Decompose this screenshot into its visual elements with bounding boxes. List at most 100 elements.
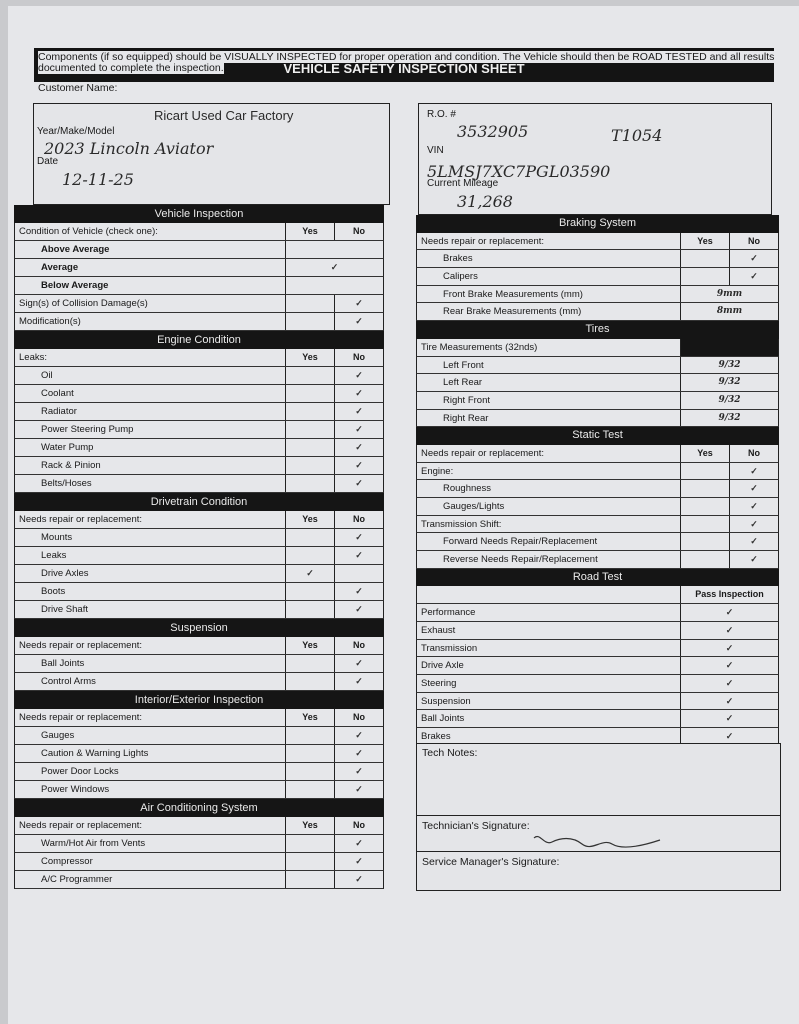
row-label: Below Average bbox=[41, 280, 109, 291]
section-header-suspension: Suspension bbox=[14, 619, 384, 637]
manager-signature-label: Service Manager's Signature: bbox=[422, 856, 560, 868]
technician-signature-box[interactable]: Technician's Signature: bbox=[416, 815, 781, 853]
row-label: Front Brake Measurements (mm) bbox=[443, 288, 583, 300]
no-checkbox[interactable]: ✓ bbox=[334, 781, 383, 798]
pass-checkbox[interactable]: ✓ bbox=[680, 639, 778, 657]
yes-checkbox[interactable]: ✓ bbox=[285, 565, 334, 582]
pass-checkbox[interactable]: ✓ bbox=[680, 621, 778, 639]
yes-checkbox[interactable] bbox=[285, 871, 334, 888]
yes-checkbox[interactable] bbox=[285, 421, 334, 438]
yes-checkbox[interactable] bbox=[285, 295, 334, 312]
measurement-value[interactable]: 9/32 bbox=[680, 374, 778, 391]
yes-checkbox[interactable] bbox=[285, 763, 334, 780]
no-checkbox[interactable]: ✓ bbox=[334, 583, 383, 600]
yes-checkbox[interactable] bbox=[285, 583, 334, 600]
no-checkbox[interactable]: ✓ bbox=[334, 421, 383, 438]
row-power-windows: Power Windows ✓ bbox=[14, 781, 384, 799]
yes-checkbox[interactable] bbox=[285, 835, 334, 852]
measurement-value[interactable]: 9mm bbox=[680, 285, 778, 303]
yes-checkbox[interactable] bbox=[680, 250, 729, 268]
measurement-value[interactable]: 9/32 bbox=[680, 391, 778, 409]
no-checkbox[interactable]: ✓ bbox=[729, 462, 778, 480]
no-checkbox[interactable]: ✓ bbox=[729, 551, 778, 568]
measurement-value[interactable]: 9/32 bbox=[680, 356, 778, 374]
no-checkbox[interactable]: ✓ bbox=[334, 673, 383, 690]
yes-checkbox[interactable] bbox=[285, 367, 334, 384]
yes-checkbox[interactable] bbox=[680, 533, 729, 551]
yes-checkbox[interactable] bbox=[285, 853, 334, 870]
yes-checkbox[interactable] bbox=[680, 268, 729, 285]
intro-line-2: documented to complete the inspection. bbox=[38, 62, 224, 74]
yes-checkbox[interactable] bbox=[285, 601, 334, 618]
no-checkbox[interactable]: ✓ bbox=[334, 763, 383, 780]
column-header-yes: Yes bbox=[680, 444, 729, 462]
no-checkbox[interactable]: ✓ bbox=[729, 515, 778, 533]
no-checkbox[interactable]: ✓ bbox=[334, 529, 383, 546]
no-checkbox[interactable]: ✓ bbox=[334, 727, 383, 744]
yes-checkbox[interactable] bbox=[680, 515, 729, 533]
yes-checkbox[interactable] bbox=[285, 439, 334, 456]
yes-checkbox[interactable] bbox=[680, 498, 729, 515]
column-header-row: Needs repair or replacement: Yes No bbox=[14, 511, 384, 529]
no-checkbox[interactable]: ✓ bbox=[334, 403, 383, 420]
no-checkbox[interactable]: ✓ bbox=[334, 655, 383, 672]
yes-checkbox[interactable] bbox=[285, 475, 334, 492]
no-checkbox[interactable]: ✓ bbox=[729, 480, 778, 497]
pass-checkbox[interactable]: ✓ bbox=[680, 674, 778, 692]
yes-checkbox[interactable] bbox=[680, 551, 729, 568]
row-label: Radiator bbox=[41, 406, 77, 417]
yes-checkbox[interactable] bbox=[285, 745, 334, 762]
yes-checkbox[interactable] bbox=[285, 727, 334, 744]
measurement-value[interactable]: 9/32 bbox=[680, 409, 778, 427]
yes-checkbox[interactable] bbox=[285, 385, 334, 402]
row-calipers: Calipers ✓ bbox=[416, 268, 779, 286]
pass-checkbox[interactable]: ✓ bbox=[680, 727, 778, 745]
no-checkbox[interactable]: ✓ bbox=[334, 457, 383, 474]
pass-checkbox[interactable]: ✓ bbox=[680, 710, 778, 727]
row-right-rear: Right Rear 9/32 bbox=[416, 409, 779, 428]
yes-checkbox[interactable] bbox=[680, 480, 729, 497]
no-checkbox[interactable]: ✓ bbox=[334, 439, 383, 456]
section-subheader: Needs repair or replacement: bbox=[421, 235, 545, 247]
no-checkbox[interactable]: ✓ bbox=[729, 533, 778, 551]
no-checkbox[interactable]: ✓ bbox=[729, 498, 778, 515]
no-checkbox[interactable]: ✓ bbox=[334, 547, 383, 564]
no-checkbox[interactable]: ✓ bbox=[334, 313, 383, 330]
manager-signature-box[interactable]: Service Manager's Signature: bbox=[416, 851, 781, 891]
no-checkbox[interactable]: ✓ bbox=[334, 295, 383, 312]
tech-notes-box[interactable]: Tech Notes: bbox=[416, 743, 781, 817]
no-checkbox[interactable] bbox=[334, 565, 383, 582]
yes-checkbox[interactable] bbox=[285, 673, 334, 690]
no-checkbox[interactable]: ✓ bbox=[334, 385, 383, 402]
no-checkbox[interactable]: ✓ bbox=[729, 268, 778, 285]
no-checkbox[interactable]: ✓ bbox=[334, 367, 383, 384]
no-checkbox[interactable]: ✓ bbox=[334, 745, 383, 762]
pass-checkbox[interactable]: ✓ bbox=[680, 692, 778, 710]
condition-checkbox[interactable] bbox=[285, 241, 383, 258]
row-label: Forward Needs Repair/Replacement bbox=[443, 536, 598, 548]
yes-checkbox[interactable] bbox=[285, 655, 334, 672]
no-checkbox[interactable]: ✓ bbox=[334, 601, 383, 618]
pass-checkbox[interactable]: ✓ bbox=[680, 657, 778, 674]
condition-checkbox[interactable]: ✓ bbox=[285, 259, 383, 276]
ymm-label: Year/Make/Model bbox=[37, 126, 115, 137]
no-checkbox[interactable]: ✓ bbox=[334, 871, 383, 888]
yes-checkbox[interactable] bbox=[285, 313, 334, 330]
no-checkbox[interactable]: ✓ bbox=[334, 475, 383, 492]
condition-checkbox[interactable] bbox=[285, 277, 383, 294]
yes-checkbox[interactable] bbox=[285, 403, 334, 420]
yes-checkbox[interactable] bbox=[680, 462, 729, 480]
no-checkbox[interactable]: ✓ bbox=[334, 835, 383, 852]
row-label: Engine: bbox=[421, 465, 454, 477]
yes-checkbox[interactable] bbox=[285, 457, 334, 474]
technician-signature-image bbox=[533, 836, 661, 848]
measurement-value[interactable]: 8mm bbox=[680, 303, 778, 321]
no-checkbox[interactable]: ✓ bbox=[334, 853, 383, 870]
no-checkbox[interactable]: ✓ bbox=[729, 250, 778, 268]
yes-checkbox[interactable] bbox=[285, 547, 334, 564]
right-column: Braking System Needs repair or replacemen… bbox=[416, 215, 779, 746]
yes-checkbox[interactable] bbox=[285, 781, 334, 798]
yes-checkbox[interactable] bbox=[285, 529, 334, 546]
pass-checkbox[interactable]: ✓ bbox=[680, 604, 778, 621]
row-label: Ball Joints bbox=[421, 713, 465, 725]
